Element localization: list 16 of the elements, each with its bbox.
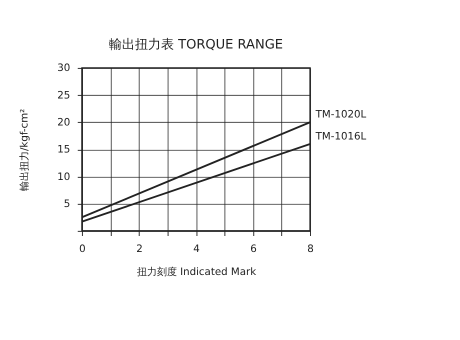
y-tick-label: 30 [57, 62, 70, 74]
x-tick-label: 8 [307, 242, 314, 255]
x-tick-label: 0 [79, 242, 86, 255]
y-tick-label: 10 [57, 170, 70, 183]
y-tick-label: 25 [57, 89, 70, 102]
chart-title: 輸出扭力表 TORQUE RANGE [109, 37, 284, 52]
x-axis-title: 扭力刻度 Indicated Mark [136, 266, 256, 278]
x-tick-label: 4 [193, 242, 200, 255]
series-label: TM-1016L [314, 130, 366, 142]
y-tick-label: 15 [57, 144, 70, 156]
y-tick-label: 5 [64, 198, 70, 210]
x-tick-label: 6 [250, 242, 257, 255]
x-tick-label: 2 [136, 242, 143, 255]
y-axis-title: 輸出扭力/kgf-cm² [18, 108, 30, 192]
series-label: TM-1020L [314, 108, 366, 121]
y-tick-label: 20 [57, 116, 70, 128]
